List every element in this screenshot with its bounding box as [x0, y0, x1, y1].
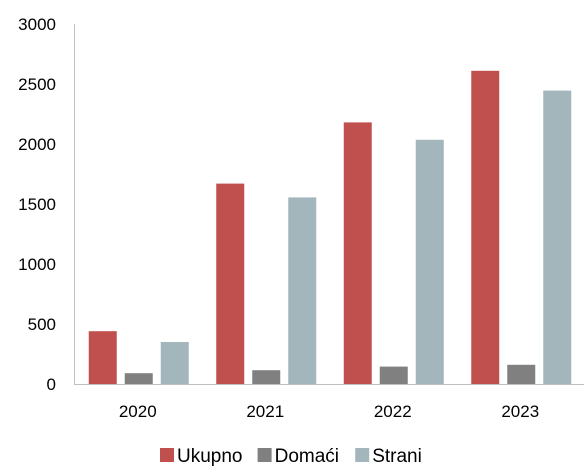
y-tick-label: 2000 — [18, 135, 56, 154]
y-tick-label: 0 — [47, 375, 56, 394]
bar-strani-2021 — [288, 197, 317, 384]
x-axis: 2020 2021 2022 2023 — [74, 384, 584, 421]
x-tick-label: 2021 — [246, 402, 284, 421]
bar-ukupno-2023 — [471, 70, 500, 385]
bar-domai-2020 — [124, 373, 153, 384]
y-tick-label: 2500 — [18, 75, 56, 94]
y-tick-label: 1500 — [18, 195, 56, 214]
y-tick-label: 500 — [28, 315, 56, 334]
bar-ukupno-2020 — [88, 331, 117, 384]
bar-strani-2020 — [160, 342, 189, 384]
bar-domai-2022 — [379, 366, 408, 384]
y-tick-label: 3000 — [18, 15, 56, 34]
y-tick-label: 1000 — [18, 255, 56, 274]
bar-strani-2022 — [415, 139, 444, 384]
bar-strani-2023 — [543, 90, 572, 384]
x-tick-label: 2022 — [374, 402, 412, 421]
bar-domai-2021 — [252, 370, 281, 384]
legend: Ukupno Domaći Strani — [160, 446, 422, 467]
legend-label: Ukupno — [177, 446, 243, 467]
bar-domai-2023 — [507, 364, 536, 384]
bar-ukupno-2021 — [216, 183, 245, 384]
bar-ukupno-2022 — [343, 122, 372, 385]
legend-swatch — [160, 448, 174, 462]
legend-swatch — [257, 448, 272, 462]
legend-swatch — [355, 448, 370, 462]
bars — [88, 70, 572, 385]
x-tick-label: 2023 — [501, 402, 539, 421]
legend-label: Domaći — [275, 446, 339, 467]
y-axis: 0 500 1000 1500 2000 2500 3000 — [18, 15, 75, 394]
legend-label: Strani — [372, 446, 422, 467]
x-tick-label: 2020 — [119, 402, 157, 421]
